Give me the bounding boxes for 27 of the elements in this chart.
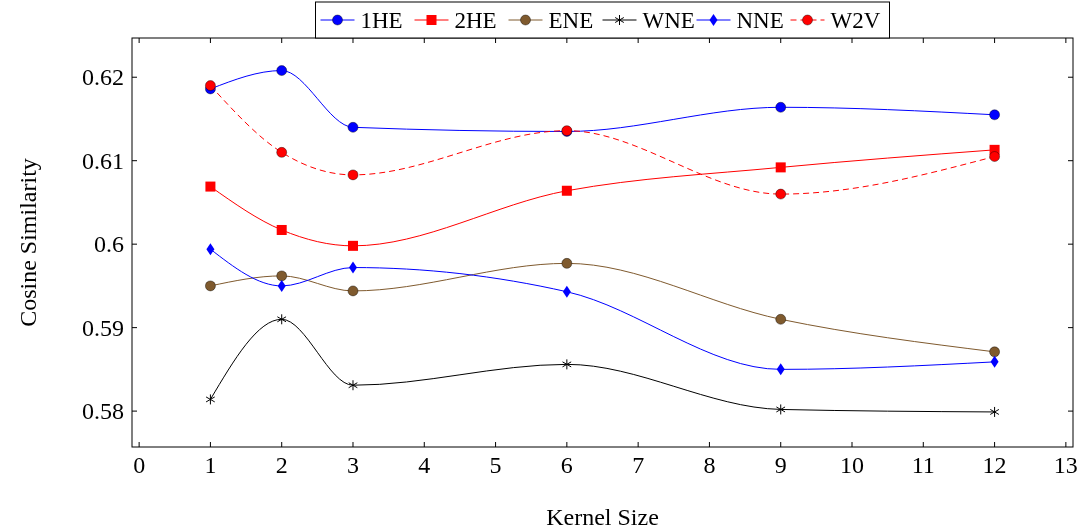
x-tick-label: 6 xyxy=(560,452,573,478)
y-tick-label: 0.61 xyxy=(82,147,124,174)
y-axis-title: Cosine Similarity xyxy=(15,158,41,327)
legend-label: 2HE xyxy=(454,8,497,33)
legend-label: ENE xyxy=(548,8,594,33)
y-tick-label: 0.62 xyxy=(82,64,124,91)
x-tick-label: 8 xyxy=(703,452,716,478)
y-tick-label: 0.6 xyxy=(94,231,124,258)
legend-label: W2V xyxy=(830,8,881,33)
y-tick-label: 0.58 xyxy=(82,398,124,425)
x-tick-label: 7 xyxy=(632,452,645,478)
x-tick-label: 10 xyxy=(840,452,865,478)
x-tick-label: 11 xyxy=(911,452,935,478)
x-tick-label: 12 xyxy=(982,452,1007,478)
x-axis-title: Kernel Size xyxy=(546,504,659,529)
legend-label: 1HE xyxy=(360,8,403,33)
x-tick-label: 3 xyxy=(346,452,359,478)
x-tick-label: 1 xyxy=(204,452,217,478)
legend-label: WNE xyxy=(642,8,695,33)
legend-label: NNE xyxy=(736,8,784,33)
x-tick-label: 9 xyxy=(774,452,787,478)
x-tick-label: 2 xyxy=(275,452,288,478)
x-tick-label: 0 xyxy=(133,452,146,478)
y-tick-label: 0.59 xyxy=(82,314,124,341)
x-tick-label: 13 xyxy=(1053,452,1078,478)
x-tick-label: 5 xyxy=(489,452,502,478)
x-tick-label: 4 xyxy=(418,452,431,478)
